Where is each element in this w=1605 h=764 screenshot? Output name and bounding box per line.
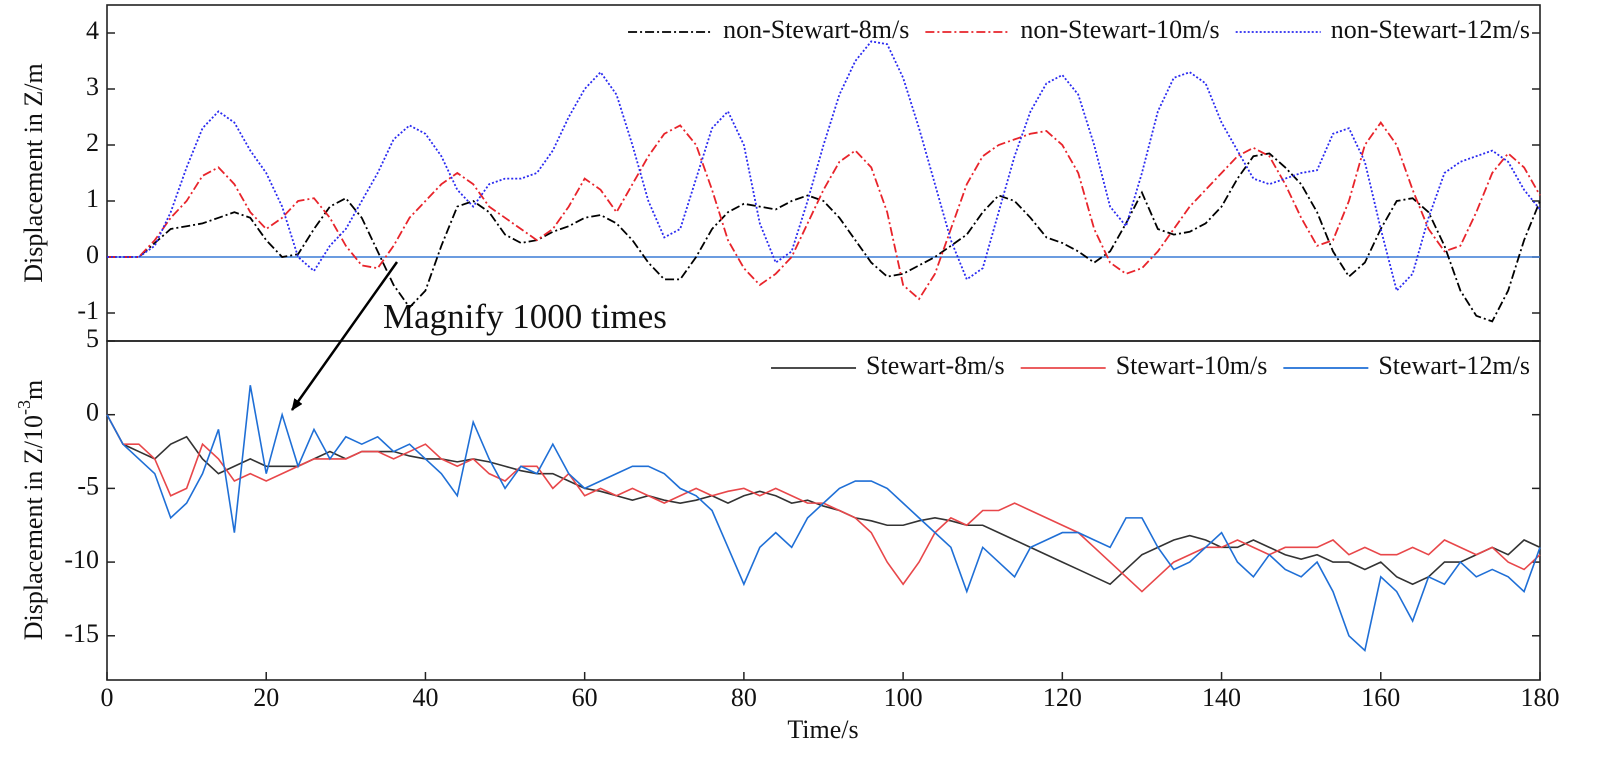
y-tick-label: 0 [86,240,99,269]
legend-label: non-Stewart-10m/s [1020,15,1219,44]
x-tick-label: 0 [101,683,114,712]
legend-label: non-Stewart-8m/s [723,15,909,44]
annotation: Magnify 1000 times [383,297,667,336]
legend-label: Stewart-12m/s [1378,351,1530,380]
x-axis-label: Time/s [787,715,858,744]
annotation-arrow [290,261,399,411]
y-tick-label: -10 [64,545,99,574]
y-tick-label: 4 [86,16,99,45]
bottom-plot-frame [106,340,1541,681]
x-tick-label: 100 [884,683,923,712]
x-tick-label: 180 [1521,683,1560,712]
x-tick-label: 40 [412,683,438,712]
y-axis-label: Displacement in Z/10-3m [14,380,48,641]
series-line [107,40,1541,293]
y-tick-label: 2 [86,128,99,157]
y-tick-label: 5 [86,324,99,353]
y-tick-label: -5 [77,471,99,500]
y-tick-label: 3 [86,72,99,101]
x-tick-label: 60 [572,683,598,712]
y-axis-label: Displacement in Z/m [19,63,48,283]
legend-label: Stewart-8m/s [866,351,1005,380]
x-tick-label: 20 [253,683,279,712]
y-tick-label: -1 [77,296,99,325]
top-plot-frame [106,4,1541,342]
legend-label: non-Stewart-12m/s [1331,15,1530,44]
series-line [107,121,1541,301]
legend-label: Stewart-10m/s [1116,351,1268,380]
series-line [107,152,1541,323]
y-tick-label: 0 [86,398,99,427]
y-axis-label-superscript: -3 [14,400,34,415]
x-tick-label: 140 [1202,683,1241,712]
y-tick-label: 1 [86,184,99,213]
series-line [106,414,1541,586]
x-tick-label: 80 [731,683,757,712]
x-tick-label: 160 [1361,683,1400,712]
y-axis-label-unit: m [19,380,48,400]
y-tick-label: -15 [64,619,99,648]
series-line [106,385,1541,653]
y-axis-label-text: Displacement in Z/10 [19,415,48,640]
x-tick-label: 120 [1043,683,1082,712]
